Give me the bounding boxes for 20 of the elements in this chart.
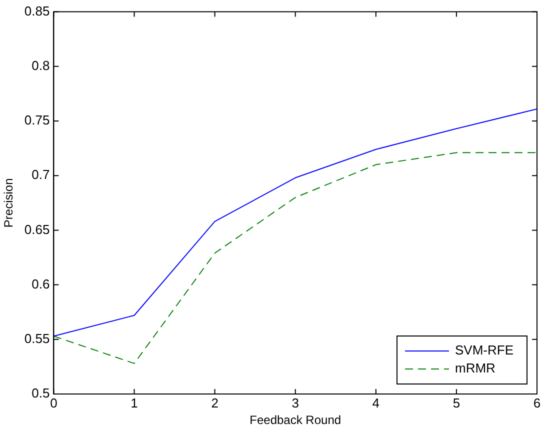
x-tick-label: 4 <box>372 395 380 410</box>
x-tick-label: 1 <box>130 395 138 410</box>
x-axis-title: Feedback Round <box>250 413 342 428</box>
y-tick-label: 0.6 <box>32 276 50 292</box>
y-axis-title: Precision <box>2 178 16 228</box>
legend-label: SVM-RFE <box>455 342 514 358</box>
x-tick-label: 3 <box>292 395 299 410</box>
y-tick-label: 0.8 <box>32 58 50 73</box>
y-tick-label: 0.85 <box>24 3 50 18</box>
x-tick-label: 2 <box>211 395 218 410</box>
x-tick-label: 6 <box>533 395 541 410</box>
y-tick-label: 0.65 <box>24 222 50 237</box>
y-tick-label: 0.55 <box>24 330 50 346</box>
x-tick-label: 5 <box>452 395 460 410</box>
y-tick-label: 0.5 <box>32 386 50 401</box>
y-tick-label: 0.7 <box>32 167 50 182</box>
y-tick-label: 0.75 <box>24 112 50 128</box>
x-tick-label: 0 <box>50 395 58 410</box>
legend-label: mRMR <box>455 360 496 376</box>
line-series <box>54 152 537 364</box>
